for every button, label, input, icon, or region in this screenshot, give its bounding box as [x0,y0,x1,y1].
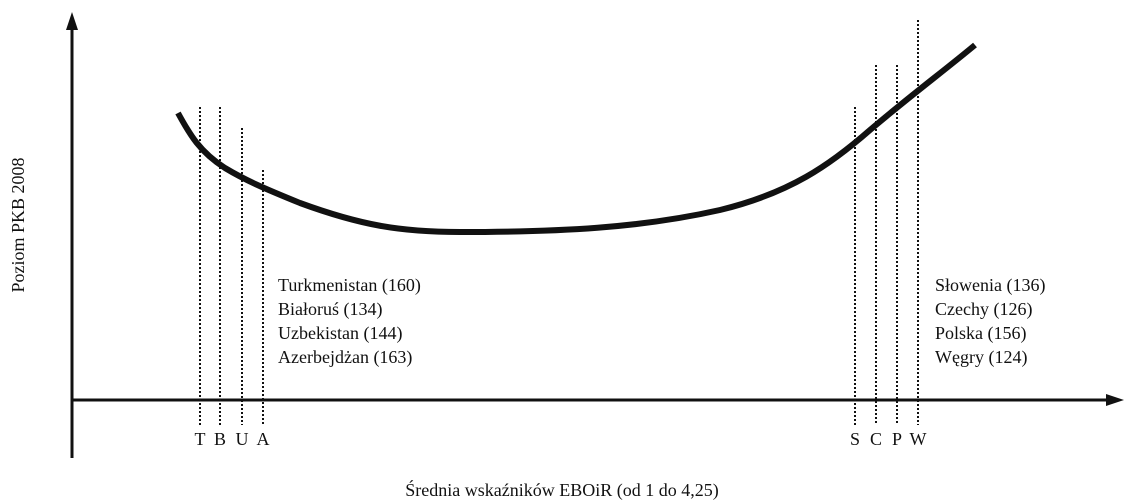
country-label: Polska (156) [935,323,1027,344]
marker-letter: U [236,429,249,449]
country-label: Turkmenistan (160) [278,275,421,296]
country-label: Azerbejdżan (163) [278,347,412,368]
country-label: Uzbekistan (144) [278,323,402,344]
marker-letter: C [870,429,882,449]
y-axis-label: Poziom PKB 2008 [8,157,28,292]
marker-letter: W [910,429,927,449]
marker-letter: S [850,429,860,449]
curve [175,42,977,236]
marker-letter: A [257,429,270,449]
marker-letter: P [892,429,902,449]
x-axis-label: Średnia wskaźników EBOiR (od 1 do 4,25) [405,479,718,501]
country-label: Węgry (124) [935,347,1027,368]
x-arrow [1106,394,1124,406]
country-label: Białoruś (134) [278,299,382,320]
y-arrow [66,12,78,30]
marker-letter: B [214,429,226,449]
country-label: Słowenia (136) [935,275,1045,296]
country-label: Czechy (126) [935,299,1032,320]
marker-letter: T [195,429,206,449]
